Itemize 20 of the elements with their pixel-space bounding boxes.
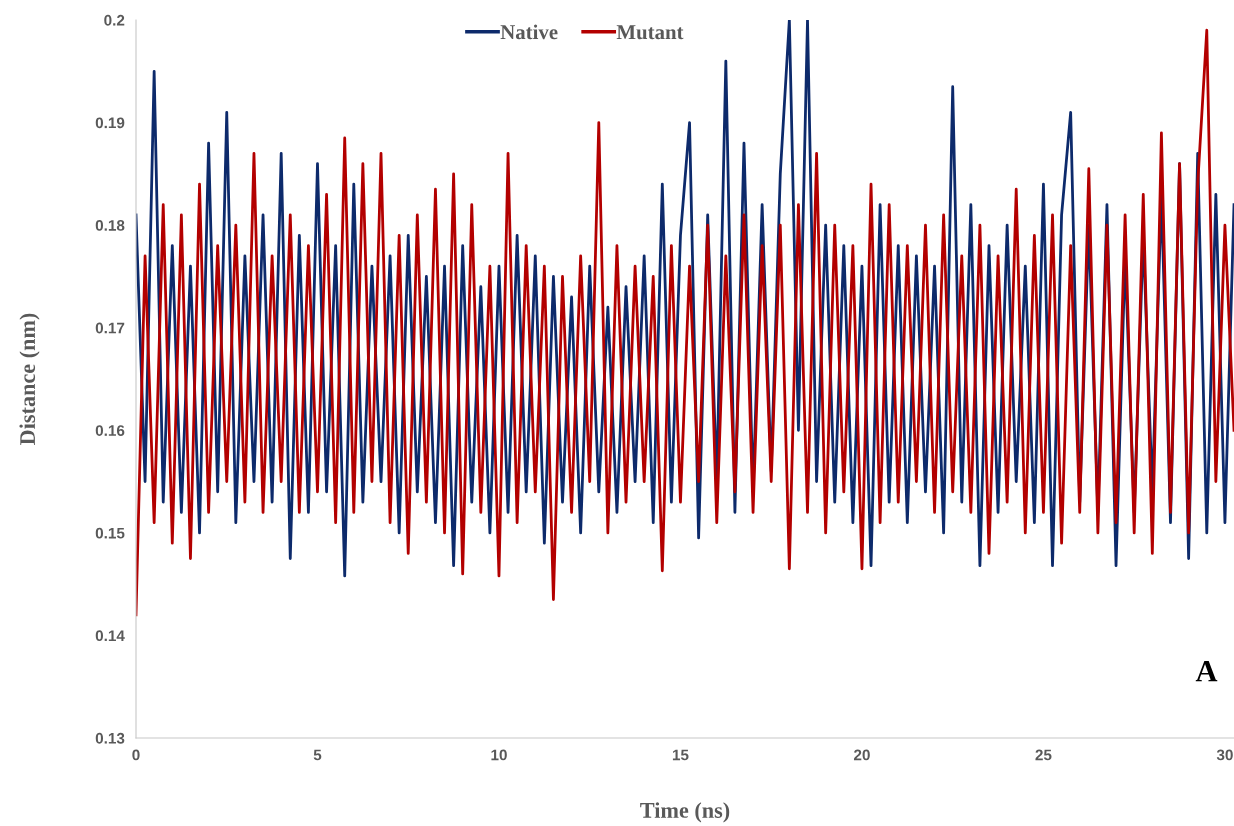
x-axis-title: Time (ns) bbox=[640, 802, 730, 823]
y-tick-label: 0.14 bbox=[95, 630, 125, 642]
y-tick-label: 0.2 bbox=[104, 14, 125, 26]
y-tick-label: 0.15 bbox=[95, 527, 125, 539]
y-tick-label: 0.17 bbox=[95, 322, 125, 334]
legend-label: Native bbox=[500, 24, 558, 40]
x-tick-label: 25 bbox=[1035, 749, 1052, 761]
y-axis-title: Distance (nm) bbox=[19, 313, 40, 445]
x-tick-label: 20 bbox=[853, 749, 870, 761]
x-tick-label: 5 bbox=[313, 749, 322, 761]
y-tick-label: 0.18 bbox=[95, 220, 125, 231]
y-tick-label: 0.16 bbox=[95, 425, 125, 436]
x-tick-label: 30 bbox=[1216, 749, 1233, 761]
legend-label: Mutant bbox=[616, 25, 684, 40]
annotation: A bbox=[1195, 661, 1218, 682]
y-tick-label: 0.13 bbox=[95, 732, 125, 744]
x-tick-label: 10 bbox=[491, 749, 507, 761]
y-tick-label: 0.19 bbox=[95, 117, 125, 129]
x-tick-label: 15 bbox=[672, 749, 689, 761]
x-tick-label: 0 bbox=[132, 749, 140, 761]
